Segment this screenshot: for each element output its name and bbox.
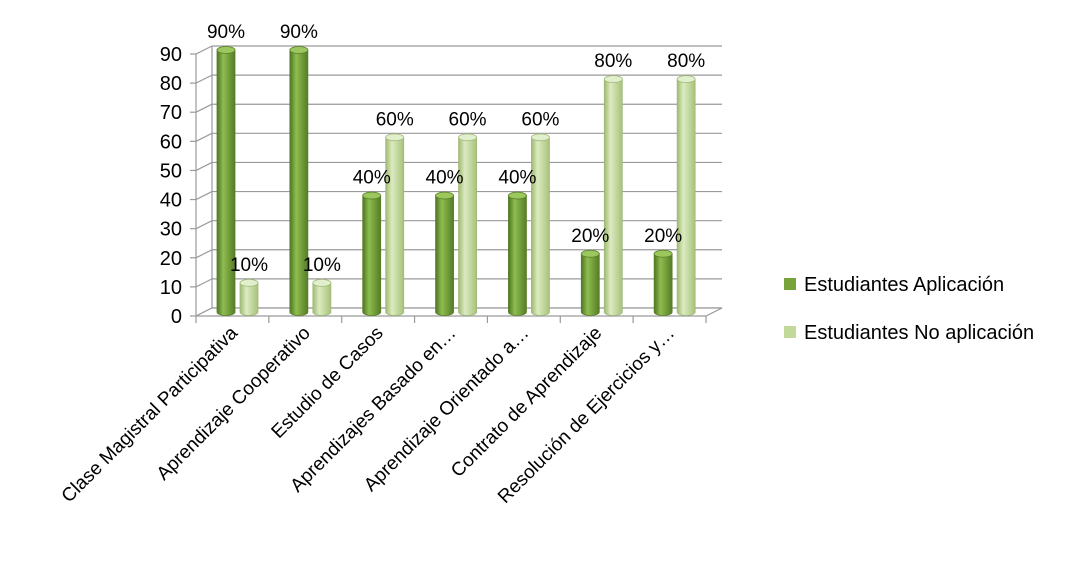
bar-no-aplicacion	[385, 133, 405, 316]
gridline-side	[195, 220, 213, 230]
bar-aplicacion	[508, 191, 527, 316]
legend-item: Estudiantes No aplicación	[784, 322, 1034, 344]
bar-no-aplicacion	[458, 133, 477, 316]
data-label: 10%	[230, 255, 268, 276]
bar-top	[435, 191, 454, 200]
bar-top	[676, 75, 696, 84]
data-label: 40%	[426, 168, 464, 189]
bar-body	[312, 282, 332, 316]
bar-body	[362, 195, 382, 316]
gridline-side	[195, 161, 213, 171]
gridline-side	[195, 278, 213, 288]
data-label: 90%	[280, 22, 318, 43]
bar-aplicacion	[435, 191, 454, 316]
data-label: 80%	[667, 51, 705, 72]
bar-body	[458, 136, 477, 316]
bar-no-aplicacion	[531, 133, 550, 316]
bar-aplicacion	[580, 249, 600, 316]
bar-aplicacion	[362, 191, 382, 316]
data-label: 20%	[644, 226, 682, 247]
bar-body	[239, 282, 259, 316]
data-label: 60%	[376, 109, 414, 130]
legend-label: Estudiantes Aplicación	[804, 274, 1004, 296]
legend-swatch	[784, 326, 796, 338]
legend-label: Estudiantes No aplicación	[804, 322, 1034, 344]
gridline-side	[195, 191, 213, 201]
bar-top	[239, 278, 259, 287]
bar-body	[580, 253, 600, 316]
bar-body	[531, 136, 550, 316]
data-label: 20%	[571, 226, 609, 247]
y-tick-label: 10	[160, 277, 182, 299]
y-tick-label: 20	[160, 248, 182, 270]
y-tick-label: 0	[171, 306, 182, 328]
data-label: 40%	[353, 168, 391, 189]
bar-top	[603, 75, 623, 84]
bar-aplicacion	[653, 249, 673, 316]
y-tick-label: 50	[160, 160, 182, 182]
bar-body	[676, 78, 696, 316]
bar-top	[458, 133, 477, 142]
data-label: 10%	[303, 255, 341, 276]
y-tick-label: 70	[160, 102, 182, 124]
bar-no-aplicacion	[603, 75, 623, 316]
legend-swatch	[784, 278, 796, 290]
data-label: 40%	[498, 168, 536, 189]
bar-top	[653, 249, 673, 258]
bar-top	[289, 46, 309, 54]
gridline-side	[195, 74, 213, 84]
bar-aplicacion	[216, 46, 236, 316]
bar-top	[362, 191, 382, 200]
bar-body	[508, 195, 527, 316]
y-tick-label: 80	[160, 73, 182, 95]
bars	[216, 46, 696, 316]
gridline-side	[195, 103, 213, 113]
y-tick-label: 90	[160, 44, 182, 66]
gridline-side	[195, 132, 213, 142]
x-category-label: Contrato de Aprendizaje	[447, 323, 606, 482]
data-labels: 90% 10% 90% 10% 40% 60% 40% 60% 40% 60% 20% 80% 20% 8…	[207, 22, 705, 276]
legend-item: Estudiantes Aplicación	[784, 274, 1004, 296]
y-tick-label: 30	[160, 219, 182, 241]
bar-body	[653, 253, 673, 316]
bar-top	[216, 46, 236, 54]
bar-body	[603, 78, 623, 316]
bar-top	[508, 191, 527, 200]
bar-body	[385, 136, 405, 316]
gridline-side	[195, 45, 213, 55]
bar-no-aplicacion	[312, 278, 332, 316]
data-label: 60%	[449, 109, 487, 130]
bar-body	[289, 49, 309, 316]
bar-no-aplicacion	[676, 75, 696, 316]
bar-aplicacion	[289, 46, 309, 316]
gridline-side	[195, 249, 213, 259]
bar-top	[385, 133, 405, 142]
bar-top	[531, 133, 550, 142]
y-tick-label: 60	[160, 131, 182, 153]
bar-body	[435, 195, 454, 316]
y-tick-label: 40	[160, 190, 182, 212]
data-label: 80%	[594, 51, 632, 72]
bar-body	[216, 49, 236, 316]
bar-top	[580, 249, 600, 258]
legend: Estudiantes Aplicación Estudiantes No apl…	[784, 274, 1034, 344]
data-label: 60%	[521, 109, 559, 130]
bar-no-aplicacion	[239, 278, 259, 316]
data-label: 90%	[207, 22, 245, 43]
bar-top	[312, 278, 332, 287]
